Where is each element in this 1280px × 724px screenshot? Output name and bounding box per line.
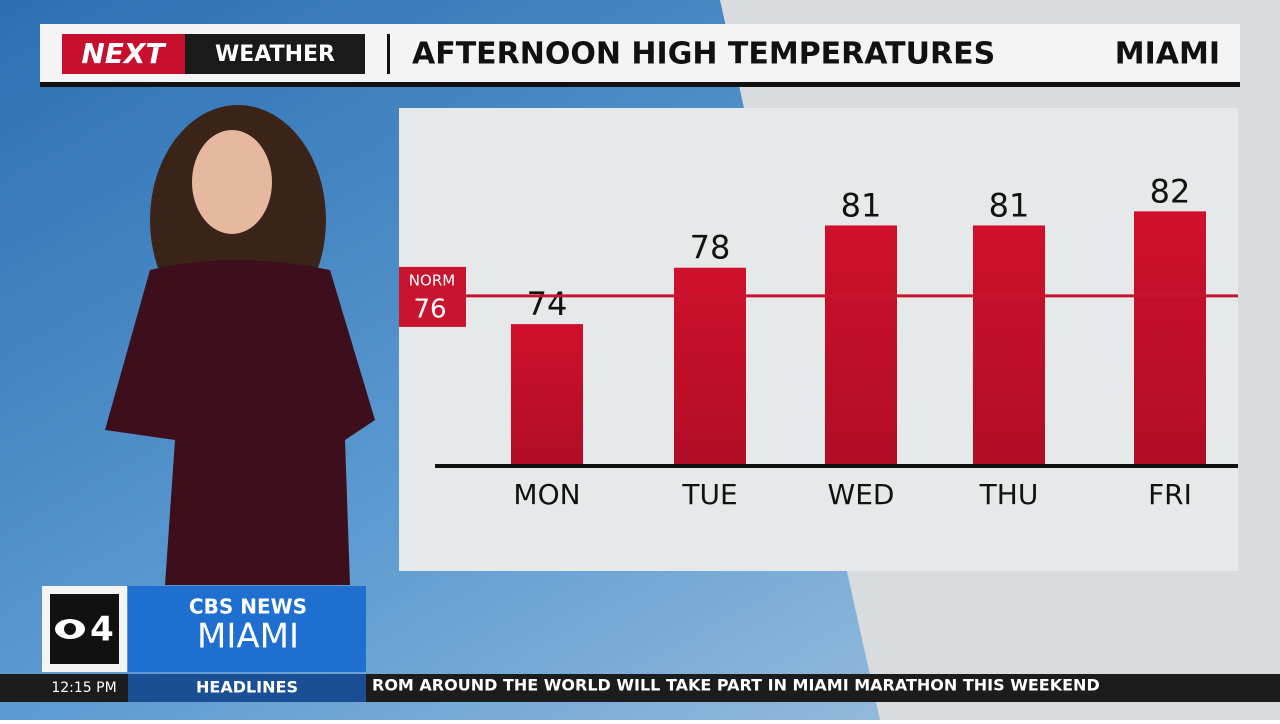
- location: MIAMI: [1115, 37, 1220, 72]
- value-label: 82: [1150, 172, 1191, 210]
- value-label: 74: [527, 285, 568, 323]
- reference-box: [399, 266, 466, 327]
- value-label: 81: [989, 186, 1030, 224]
- x-tick-label: WED: [828, 478, 895, 511]
- station-network: CBS NEWS: [189, 595, 307, 619]
- x-tick-label: THU: [979, 478, 1039, 511]
- plot: 74 MON 78 TUE 81 WED 81 THU 82 FRI NORM 76: [399, 172, 1238, 511]
- reference-value: 76: [413, 294, 446, 324]
- x-tick-label: FRI: [1148, 478, 1192, 511]
- reference-label: NORM: [409, 271, 455, 289]
- channel-number: 4: [90, 610, 114, 650]
- presenter: [105, 105, 375, 585]
- brand-box: [62, 34, 185, 74]
- x-axis: [435, 464, 1238, 468]
- value-label: 81: [841, 186, 882, 224]
- bar: [973, 225, 1045, 465]
- ticker-label: HEADLINES: [196, 678, 298, 697]
- bar: [825, 225, 897, 465]
- chart-title: AFTERNOON HIGH TEMPERATURES: [412, 37, 995, 72]
- segment-box: [185, 34, 365, 74]
- separator: [387, 34, 390, 74]
- station-city: MIAMI: [197, 617, 299, 657]
- brand: NEXT: [81, 37, 166, 70]
- ticker-label-box: [128, 674, 366, 702]
- ticker-text: ROM AROUND THE WORLD WILL TAKE PART IN M…: [372, 676, 1100, 695]
- bar: [1134, 211, 1206, 465]
- value-label: 78: [690, 229, 731, 267]
- header-underline: [40, 82, 1240, 87]
- time: 12:15 PM: [51, 680, 116, 696]
- cbs-pupil: [64, 623, 76, 635]
- x-tick-label: MON: [513, 478, 580, 511]
- bar: [511, 324, 583, 465]
- bar: [674, 267, 746, 465]
- segment: WEATHER: [215, 42, 335, 67]
- x-tick-label: TUE: [681, 478, 737, 511]
- station-box: [128, 586, 366, 672]
